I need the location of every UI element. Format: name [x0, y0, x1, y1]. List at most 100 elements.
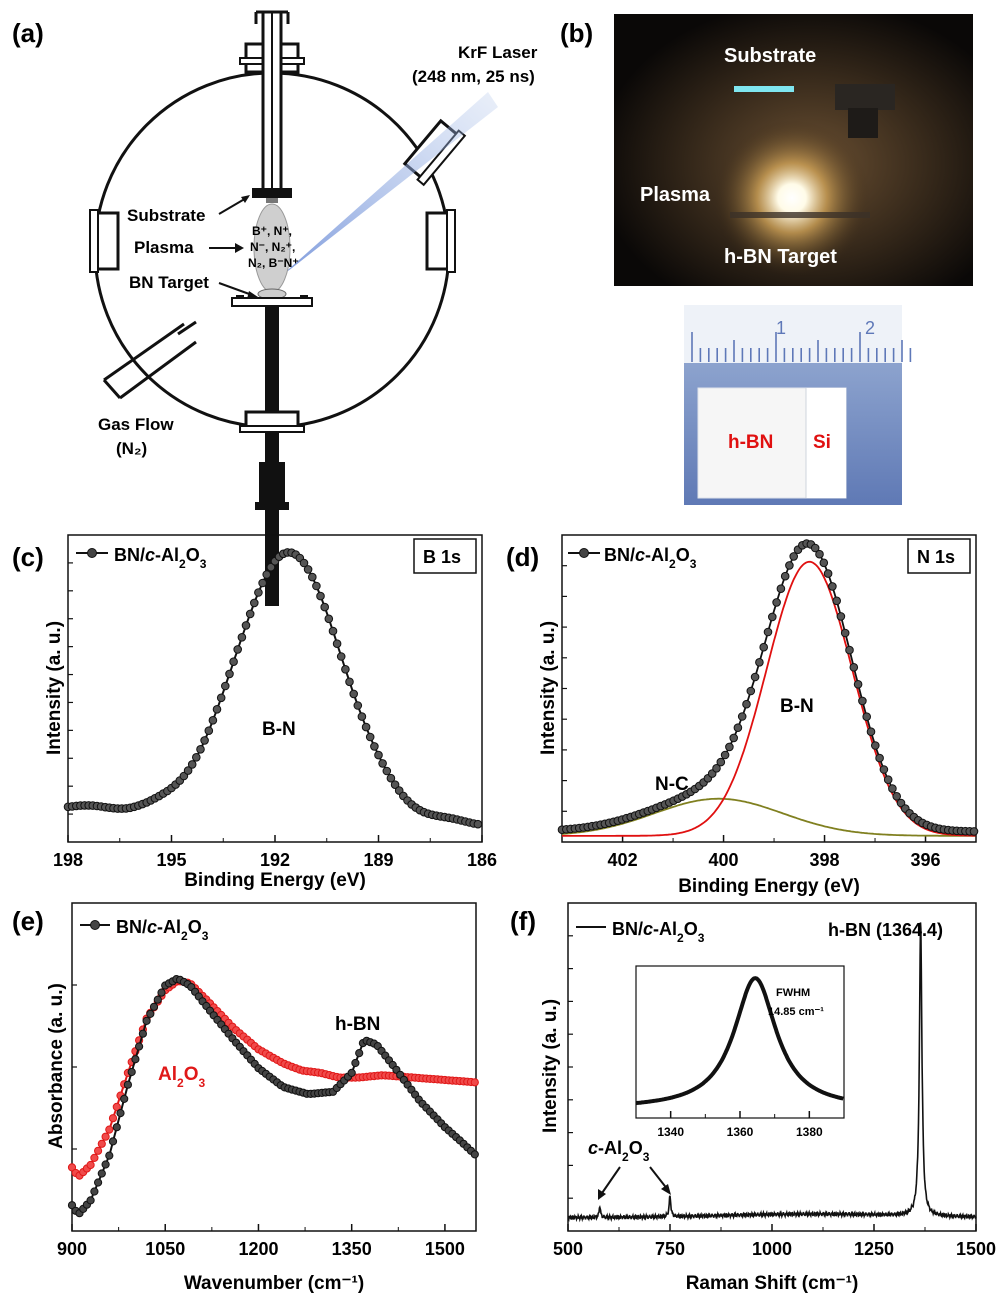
panel-label-c: (c)	[12, 542, 44, 572]
n1s-point	[720, 750, 730, 760]
sample-si-label: Si	[813, 432, 831, 453]
n1s-point	[755, 658, 764, 667]
panel-c-xps-b1s: (c) 198 195 192 189 186 BN/c-Al2O3 B 1s B-N …	[12, 534, 497, 891]
gas-flow-label-line1: Gas Flow	[98, 415, 174, 434]
right-port	[425, 209, 456, 273]
inset-ticks: 1340 1360 1380	[657, 1111, 823, 1139]
b1s-point	[473, 819, 483, 829]
b1s-point	[320, 602, 330, 612]
x-tick-label: 195	[156, 850, 186, 870]
al2o3-arrows	[598, 1166, 671, 1200]
b1s-point	[250, 598, 259, 608]
n1s-point	[785, 561, 794, 570]
bn-ftir-point	[86, 1196, 95, 1205]
b1s-point	[183, 766, 193, 775]
n1s-line	[561, 542, 976, 833]
n1s-point	[896, 798, 906, 808]
ticks-c: 198 195 192 189 186	[53, 562, 497, 870]
annotation-e-al2o3: Al2O3	[158, 1064, 205, 1090]
bn-ftir-point	[116, 1109, 125, 1118]
b1s-point	[349, 689, 359, 699]
b1s-point	[345, 677, 354, 687]
data-series-f	[567, 922, 977, 1223]
ylabel-f: Intensity (a. u.)	[540, 999, 561, 1133]
n1s-point	[853, 680, 863, 689]
ylabel-e: Absorbance (a. u.)	[46, 983, 67, 1149]
annotation-e-hbn: h-BN	[335, 1014, 380, 1035]
n1s-point	[823, 569, 833, 578]
data-series-d	[557, 539, 979, 837]
bn-ftir-point	[470, 1150, 479, 1159]
n1s-point	[763, 627, 773, 637]
n1s-point	[776, 584, 786, 594]
b1s-point	[221, 681, 230, 691]
plot-frame-d	[561, 534, 977, 843]
plasma-photo	[614, 14, 973, 286]
al2o3-ftir-point	[94, 1146, 103, 1155]
x-tick-label: 1200	[238, 1239, 278, 1259]
b1s-point	[200, 736, 209, 745]
sample-hbn-label: h-BN	[728, 432, 773, 453]
b1s-point	[386, 773, 396, 783]
n1s-point	[866, 727, 876, 737]
b1s-point	[353, 701, 363, 710]
gas-inlet	[102, 320, 197, 400]
x-tick-label: 500	[553, 1239, 583, 1259]
gas-flow-label-line2: (N₂)	[116, 439, 147, 458]
bn-ftir-point	[108, 1137, 118, 1146]
bn-ftir-point	[153, 995, 162, 1004]
n1s-point	[712, 764, 721, 773]
x-tick-label: 1360	[727, 1125, 754, 1139]
b1s-point	[241, 621, 251, 630]
ylabel-d: Intensity (a. u.)	[538, 621, 559, 755]
b1s-point	[245, 609, 255, 619]
n1s-point	[789, 552, 799, 561]
panel-b-photos: (b) Substrate Plasma h-BN Target 1 2 h-B…	[560, 14, 973, 505]
x-tick-label: 1380	[796, 1125, 823, 1139]
x-tick-label: 1000	[752, 1239, 792, 1259]
panel-label-d: (d)	[506, 542, 539, 572]
n1s-point	[772, 598, 781, 607]
n1s-point	[862, 712, 872, 722]
n1s-point	[737, 712, 747, 721]
inset-curve	[635, 976, 844, 1106]
badge-d: N 1s	[917, 547, 955, 567]
b1s-point	[361, 722, 371, 732]
x-tick-label: 1340	[657, 1125, 684, 1139]
xlabel-d: Binding Energy (eV)	[678, 876, 860, 897]
b1s-point	[204, 726, 214, 736]
species-line-1: B⁺, N⁺,	[252, 224, 292, 238]
b1s-point	[328, 626, 338, 636]
species-line-3: N₂, B⁻N⁺	[248, 256, 299, 270]
panel-f-raman: (f) 500 750 1000 1250 1500 BN/c-Al2O3 h-BN (…	[510, 902, 996, 1294]
b1s-point	[266, 562, 276, 572]
svg-text:BN/c-Al2O3: BN/c-Al2O3	[604, 545, 697, 571]
n1s-point	[840, 628, 850, 638]
bn-ftir-point	[351, 1058, 360, 1068]
b1s-point	[258, 578, 267, 588]
al2o3-ftir-point	[101, 1132, 110, 1141]
x-tick-label: 402	[608, 850, 638, 870]
svg-text:BN/c-Al2O3: BN/c-Al2O3	[612, 919, 705, 945]
bn-ftir-point	[105, 1151, 114, 1160]
top-manipulator	[239, 10, 305, 203]
b1s-point	[308, 572, 317, 582]
bn-ftir-point	[347, 1068, 356, 1078]
b1s-point	[225, 669, 234, 679]
x-tick-label: 1050	[145, 1239, 185, 1259]
bn-ftir-point	[142, 1016, 151, 1026]
photo-plasma-label: Plasma	[640, 184, 711, 206]
n1s-point	[888, 784, 897, 793]
badge-c: B 1s	[423, 547, 461, 567]
photo-substrate-label: Substrate	[724, 45, 816, 67]
ticks-d: 402 400 398 396	[562, 565, 941, 870]
n1s-point	[746, 686, 756, 696]
bn-ftir-point	[127, 1067, 136, 1077]
xlabel-e: Wavenumber (cm⁻¹)	[184, 1273, 364, 1294]
substrate-label: Substrate	[127, 206, 205, 225]
n1s-point	[858, 696, 867, 706]
bn-ftir-point	[120, 1094, 129, 1104]
al2o3-ftir-point	[90, 1153, 99, 1163]
n1s-point	[828, 582, 837, 591]
annotation-f-al2o3: c-Al2O3	[588, 1138, 650, 1164]
